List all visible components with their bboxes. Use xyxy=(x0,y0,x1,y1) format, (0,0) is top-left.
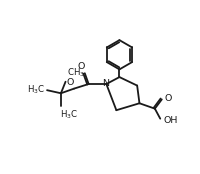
Text: OH: OH xyxy=(163,116,178,125)
Text: O: O xyxy=(66,78,74,87)
Text: H$_3$C: H$_3$C xyxy=(27,83,45,96)
Text: O: O xyxy=(77,62,85,71)
Text: CH$_3$: CH$_3$ xyxy=(67,67,85,79)
Text: N: N xyxy=(102,79,109,88)
Text: O: O xyxy=(165,94,172,103)
Text: H$_3$C: H$_3$C xyxy=(60,109,78,121)
